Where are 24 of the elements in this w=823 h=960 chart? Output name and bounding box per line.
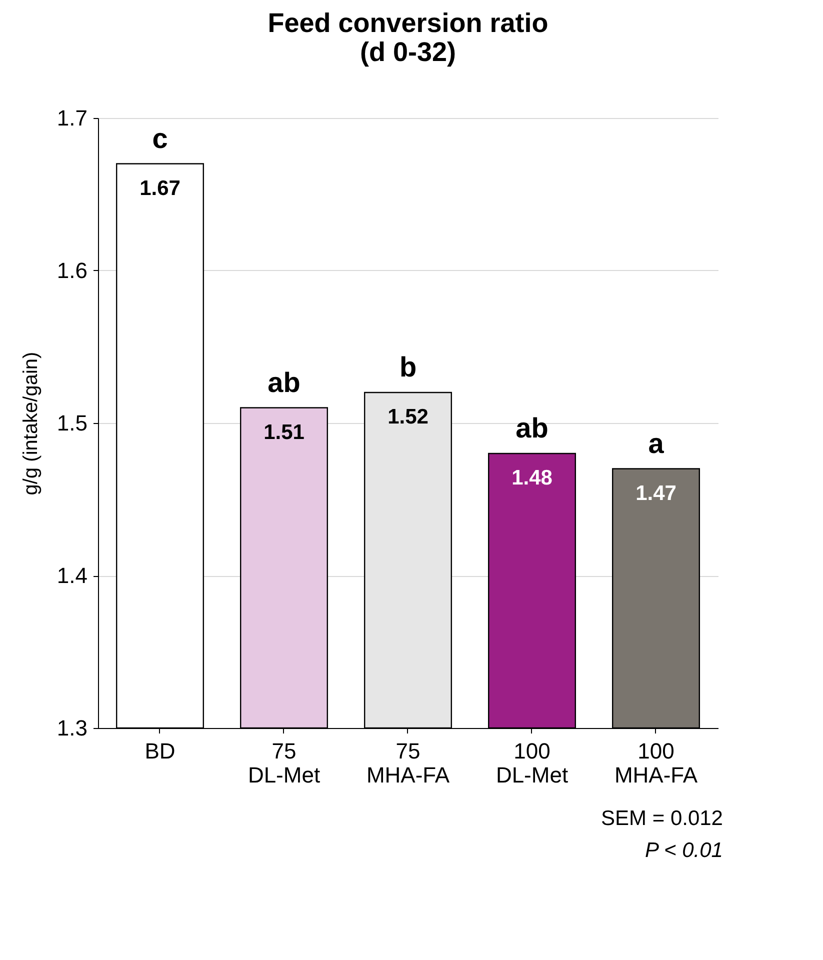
x-tick-label: BD	[144, 738, 176, 764]
annotation: ab	[516, 412, 548, 444]
data-label: 1.67	[140, 176, 180, 200]
y-tick-label: 1.7	[56, 106, 88, 130]
data-label: 1.51	[264, 420, 305, 444]
y-axis-title: g/g (intake/gain)	[20, 352, 42, 496]
y-tick-label: 1.4	[56, 563, 88, 588]
text: SEM = 0.012	[601, 807, 723, 830]
annotation: b	[399, 352, 417, 382]
data-label: 1.47	[636, 482, 676, 505]
y-tick-label: 1.3	[56, 716, 88, 740]
data-label: 1.48	[512, 466, 553, 490]
data-label: 1.52	[388, 406, 428, 428]
x-tick-label: 75 MHA-FA	[366, 738, 450, 788]
text: P < 0.01	[644, 839, 723, 862]
x-tick-label: 100 MHA-FA	[614, 738, 698, 788]
chart-title: Feed conversion ratio (d 0-32)	[268, 8, 548, 67]
y-tick-label: 1.5	[56, 410, 88, 436]
x-tick-label: 75 DL-Met	[248, 738, 320, 788]
annotation: c	[152, 122, 168, 154]
x-tick-label: 100 DL-Met	[496, 738, 568, 788]
annotation: ab	[268, 366, 300, 398]
annotation: a	[648, 428, 664, 459]
y-tick-label: 1.6	[56, 258, 88, 283]
